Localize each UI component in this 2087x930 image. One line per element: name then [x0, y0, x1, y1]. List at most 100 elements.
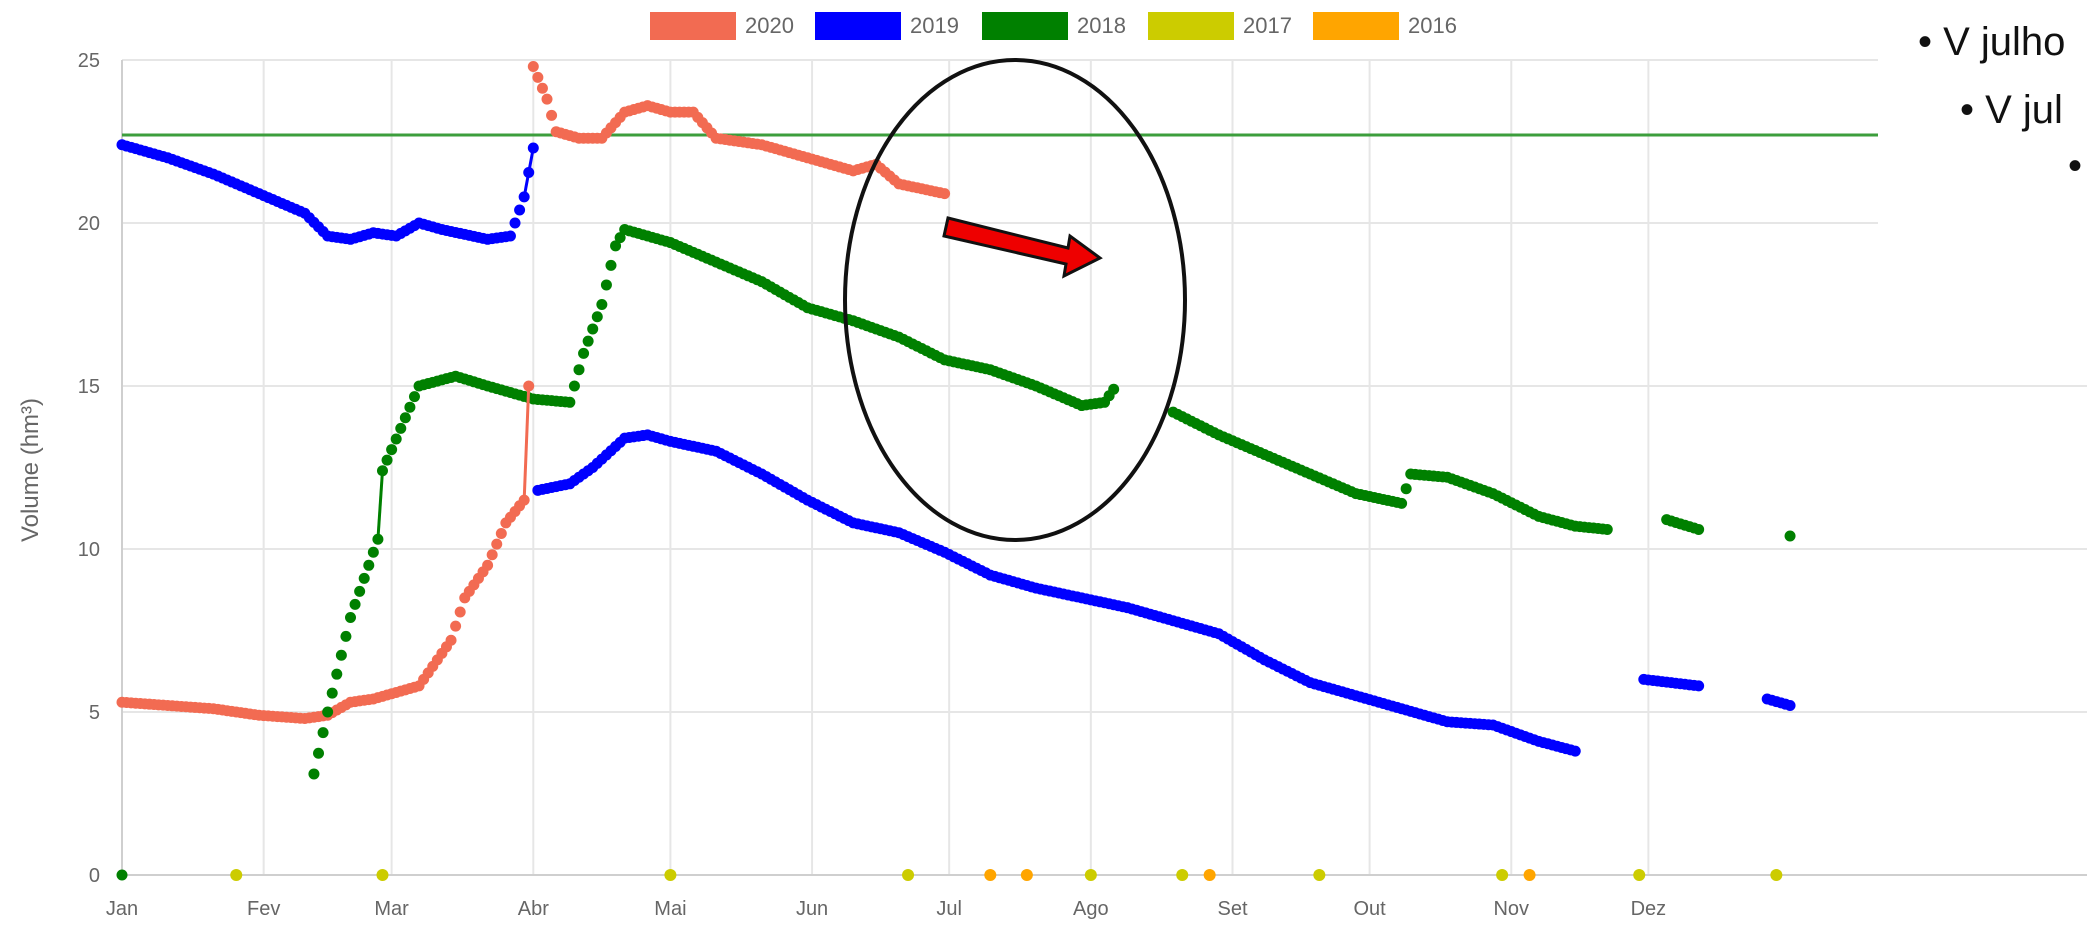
x-tick-label: Jun	[796, 898, 828, 920]
y-axis-label: Volume (hm³)	[17, 398, 44, 542]
data-point	[1313, 869, 1326, 881]
legend-item-2016: 2016	[1313, 12, 1457, 40]
data-point	[116, 869, 128, 881]
data-point	[1203, 869, 1216, 881]
data-point	[573, 364, 585, 376]
data-point	[390, 433, 402, 445]
data-point	[568, 380, 580, 392]
data-point	[541, 93, 553, 105]
trend-arrow-icon	[942, 216, 1103, 279]
data-point	[664, 869, 677, 881]
data-point	[1784, 530, 1796, 542]
grid	[121, 59, 2087, 876]
y-tick-label: 0	[89, 865, 100, 887]
legend-swatch	[1148, 12, 1234, 40]
x-tick-label: Jan	[106, 898, 138, 920]
data-point	[454, 606, 466, 618]
data-point	[509, 217, 521, 229]
legend-label: 2020	[745, 13, 794, 38]
data-point	[1084, 869, 1097, 881]
data-point	[532, 71, 544, 83]
data-point	[1020, 869, 1033, 881]
data-point	[610, 240, 622, 252]
data-point	[1569, 745, 1581, 757]
y-tick-label: 15	[78, 376, 100, 398]
series-jump	[522, 385, 531, 501]
data-point	[363, 559, 375, 571]
legend-label: 2018	[1077, 13, 1126, 38]
data-point	[450, 620, 462, 632]
data-point	[482, 559, 494, 571]
legend-item-2017: 2017	[1148, 12, 1292, 40]
data-point	[322, 706, 334, 718]
data-point	[1523, 869, 1536, 881]
series-jump	[376, 470, 384, 540]
data-point	[1633, 869, 1646, 881]
x-tick-label: Set	[1217, 898, 1247, 920]
legend-swatch	[650, 12, 736, 40]
data-point	[395, 422, 407, 434]
x-tick-label: Abr	[518, 898, 549, 920]
data-point	[381, 454, 393, 466]
data-point	[495, 528, 507, 540]
data-point	[358, 572, 370, 584]
data-point	[349, 598, 361, 610]
series-2018	[116, 224, 1796, 881]
data-point	[527, 61, 539, 73]
data-point	[984, 869, 997, 881]
x-axis: Jan Fev Mar Abr Mai Jun Jul Ago Set Out Nov Dez	[106, 898, 1666, 920]
y-tick-label: 20	[78, 213, 100, 235]
data-point	[1693, 680, 1705, 692]
data-point	[536, 82, 548, 94]
legend-label: 2017	[1243, 13, 1292, 38]
y-tick-label: 10	[78, 539, 100, 561]
data-point	[354, 585, 366, 597]
x-tick-label: Mai	[654, 898, 686, 920]
data-point	[939, 188, 951, 200]
data-point	[376, 869, 389, 881]
data-point	[596, 299, 608, 310]
data-point	[546, 109, 558, 121]
data-point	[313, 747, 325, 759]
legend-swatch	[1313, 12, 1399, 40]
data-point	[591, 311, 603, 323]
y-axis: 0 5 10 15 20 25	[78, 50, 100, 887]
legend-swatch	[982, 12, 1068, 40]
data-point	[582, 335, 594, 347]
data-point	[1784, 699, 1796, 711]
data-point	[486, 549, 498, 561]
data-point	[230, 869, 243, 881]
series-jump	[522, 147, 535, 198]
data-point	[578, 347, 590, 359]
data-point	[1601, 523, 1613, 535]
data-point	[605, 259, 617, 271]
data-point	[902, 869, 915, 881]
y-tick-label: 5	[89, 702, 100, 724]
data-point	[1176, 869, 1189, 881]
legend-item-2018: 2018	[982, 12, 1126, 40]
data-point	[504, 230, 516, 242]
highlight-ellipse	[843, 58, 1187, 542]
data-point	[408, 391, 420, 403]
x-tick-label: Jul	[936, 898, 962, 920]
x-tick-label: Nov	[1493, 898, 1529, 920]
data-point	[1693, 523, 1705, 535]
data-point	[1496, 869, 1509, 881]
legend-label: 2019	[910, 13, 959, 38]
data-point	[445, 634, 457, 646]
data-point	[1400, 483, 1412, 495]
data-point	[1770, 869, 1783, 881]
series-2016	[984, 869, 1536, 881]
x-tick-label: Fev	[247, 898, 280, 920]
data-point	[514, 204, 526, 216]
series-2019	[116, 139, 1796, 757]
data-point	[564, 396, 576, 408]
series-layer	[116, 61, 1796, 881]
data-point	[331, 668, 343, 680]
data-point	[326, 687, 338, 699]
x-tick-label: Dez	[1631, 898, 1667, 920]
data-point	[1396, 497, 1408, 509]
data-point	[386, 444, 398, 456]
data-point	[600, 279, 612, 291]
